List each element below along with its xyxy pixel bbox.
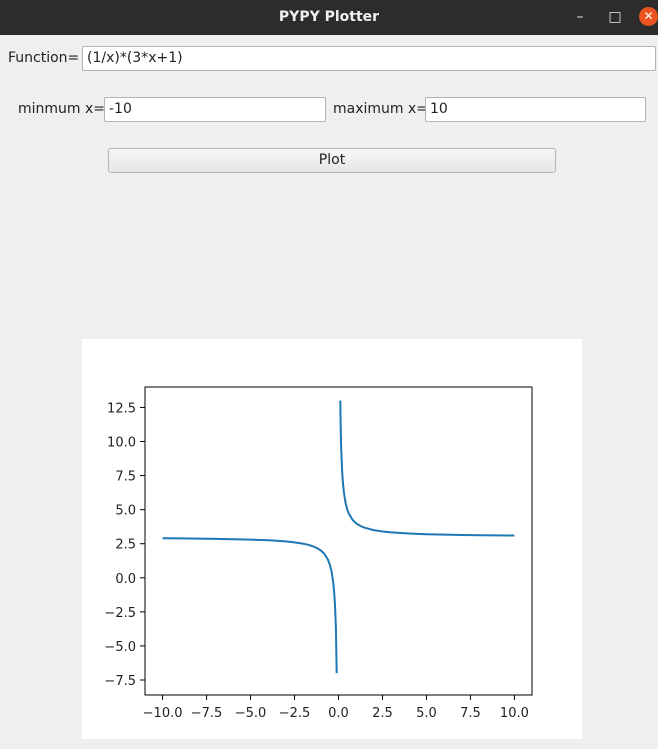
y-tick-label: −5.0 (104, 640, 136, 655)
min-x-input[interactable]: -10 (104, 97, 326, 122)
y-tick-label: 7.5 (115, 470, 136, 485)
y-tick-label: −2.5 (104, 606, 136, 621)
x-tick-label: −10.0 (143, 706, 183, 721)
max-x-input[interactable]: 10 (425, 97, 646, 122)
axes-frame (144, 386, 533, 696)
x-tick-label: 2.5 (372, 706, 393, 721)
min-x-label: minmum x= (18, 101, 106, 117)
x-tick-label: −7.5 (191, 706, 223, 721)
window-title: PYPY Plotter (278, 9, 380, 25)
max-x-label: maximum x= (333, 101, 429, 117)
plot-canvas: −10.0 −7.5 −5.0 −2.5 0.0 2.5 5.0 7.5 10.0 −7.5 −5.… (82, 339, 582, 739)
function-input[interactable]: (1/x)*(3*x+1) (82, 46, 656, 71)
y-tick-label: −7.5 (104, 674, 136, 689)
x-tick-label: −2.5 (279, 706, 311, 721)
y-tick-label: 2.5 (115, 538, 136, 553)
maximize-icon[interactable]: □ (608, 9, 622, 25)
x-tick-label: 5.0 (416, 706, 437, 721)
y-tick-label: 10.0 (107, 436, 136, 451)
title-bar: PYPY Plotter – □ ✕ (0, 0, 658, 35)
plot-button[interactable]: Plot (108, 148, 556, 173)
x-tick-label: −5.0 (235, 706, 267, 721)
y-tick-label: 5.0 (115, 504, 136, 519)
y-tick-label: 0.0 (115, 572, 136, 587)
y-tick-label: 12.5 (107, 401, 136, 416)
series-line-2 (339, 400, 515, 537)
series-line-1 (162, 537, 338, 674)
close-icon[interactable]: ✕ (639, 7, 658, 26)
minimize-icon[interactable]: – (576, 9, 584, 25)
x-tick-label: 10.0 (500, 706, 529, 721)
x-tick-label: 0.0 (328, 706, 349, 721)
function-label: Function= (8, 50, 80, 66)
x-tick-label: 7.5 (460, 706, 481, 721)
function-chart: −10.0 −7.5 −5.0 −2.5 0.0 2.5 5.0 7.5 10.0 −7.5 −5.… (104, 386, 533, 721)
